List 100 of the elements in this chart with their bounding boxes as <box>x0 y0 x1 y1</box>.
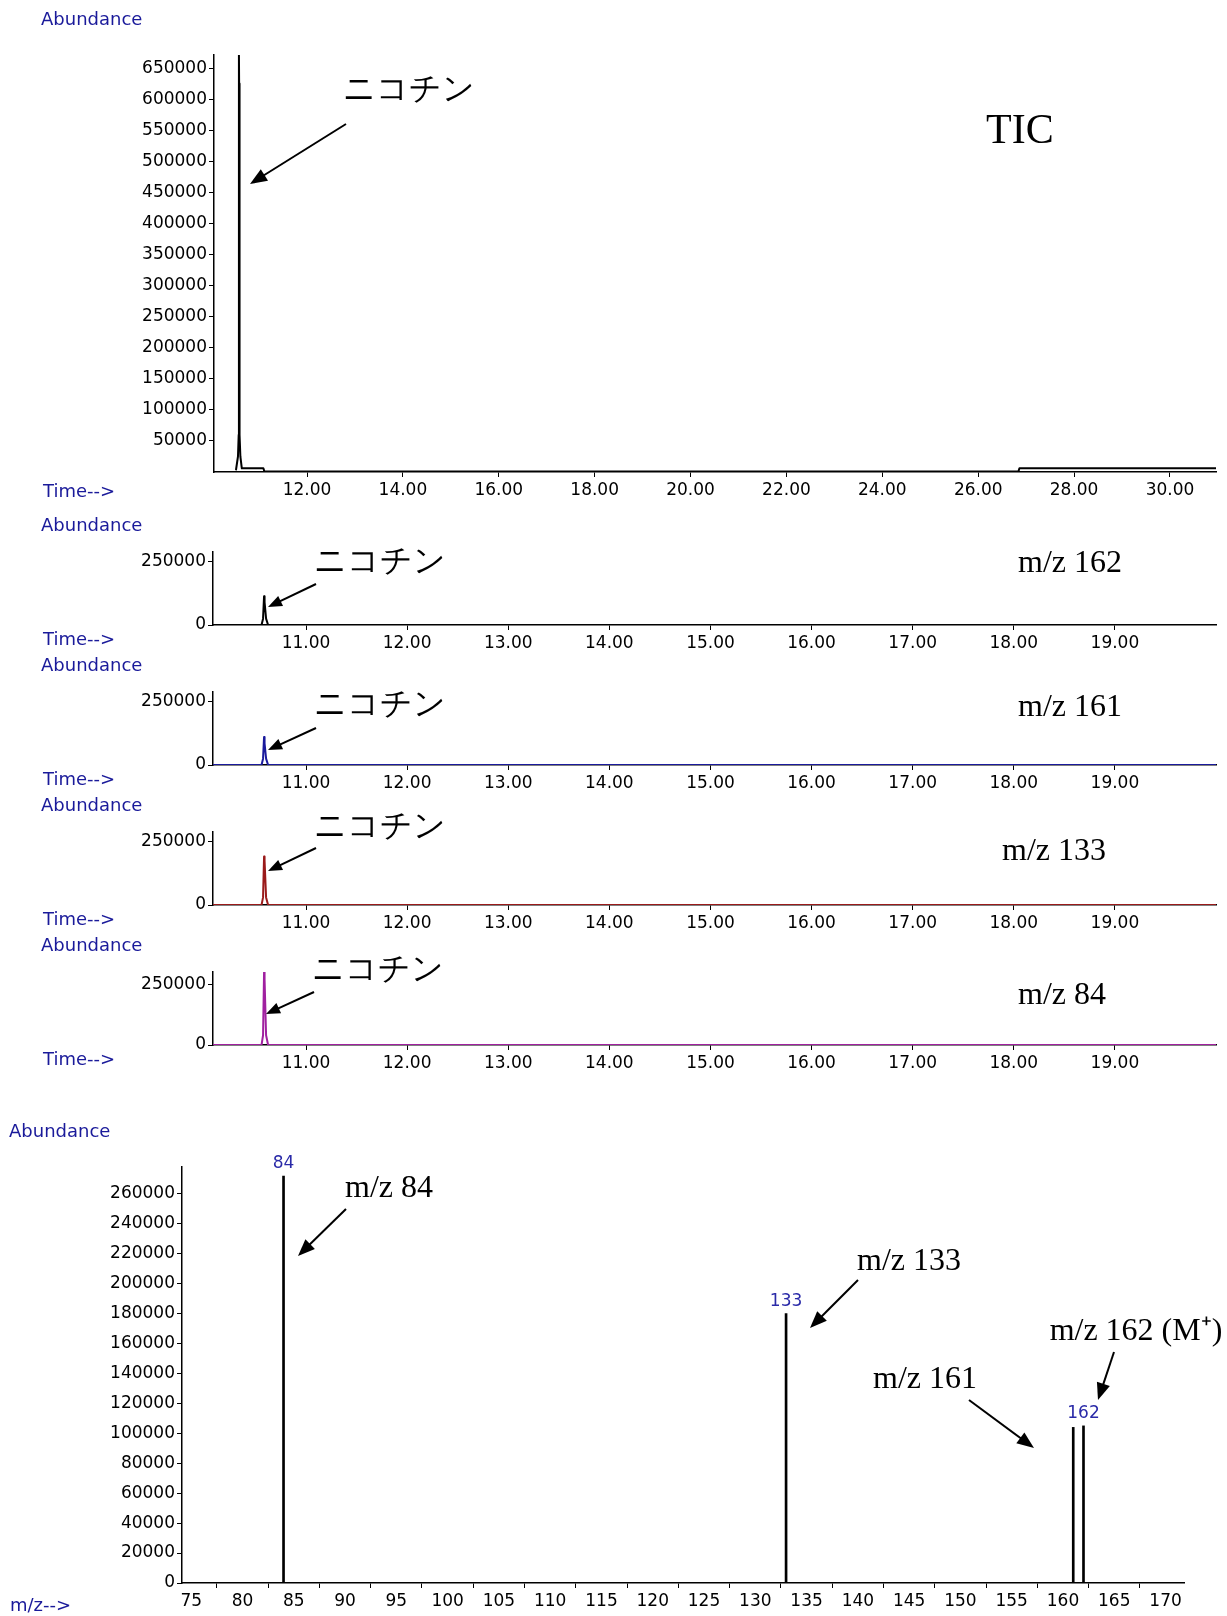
y-tick-label: 200000 <box>110 1272 175 1293</box>
x-tick-label: 15.00 <box>686 911 735 932</box>
x-tick-label: 17.00 <box>888 911 938 932</box>
x-tick-label: 16.00 <box>787 1051 836 1072</box>
x-tick-label: 18.00 <box>989 911 1039 932</box>
x-tick-label: 80 <box>231 1589 254 1610</box>
x-tick-label: 22.00 <box>762 478 811 499</box>
y-axis-title: Abundance <box>41 653 143 675</box>
x-tick-label: 90 <box>334 1589 356 1610</box>
x-tick-label: 26.00 <box>953 478 1003 499</box>
x-tick-label: 17.00 <box>888 631 938 652</box>
y-tick-label: 250000 <box>141 972 206 993</box>
y-tick-label: 20000 <box>120 1541 175 1562</box>
y-tick-label: 60000 <box>120 1481 175 1502</box>
annotation: ニコチン <box>343 70 475 107</box>
y-axis-title: Abundance <box>41 793 143 815</box>
x-tick-label: 130 <box>739 1589 772 1610</box>
x-tick-label: 16.00 <box>787 771 836 792</box>
x-tick-label: 14.00 <box>585 771 634 792</box>
y-tick-label: 350000 <box>142 243 207 264</box>
y-tick-label: 50000 <box>152 429 207 450</box>
x-tick-label: 17.00 <box>888 771 938 792</box>
y-axis-title: Abundance <box>41 513 143 535</box>
y-tick-label: 250000 <box>141 550 206 571</box>
y-tick-label: 250000 <box>141 830 206 851</box>
annotation: ニコチン <box>314 807 446 844</box>
x-tick-label: 85 <box>282 1589 305 1610</box>
x-tick-label: 15.00 <box>686 1051 735 1072</box>
x-tick-label: 12.00 <box>382 631 432 652</box>
y-tick-label: 450000 <box>142 181 207 202</box>
x-tick-label: 19.00 <box>1090 771 1140 792</box>
y-tick-label: 650000 <box>142 57 207 78</box>
x-tick-label: 140 <box>841 1589 875 1610</box>
y-tick-label: 240000 <box>110 1212 175 1233</box>
y-tick-label: 300000 <box>142 274 207 295</box>
x-tick-label: 15.00 <box>686 631 735 652</box>
y-tick-label: 40000 <box>120 1511 175 1532</box>
x-tick-label: 12.00 <box>382 771 432 792</box>
x-tick-label: 115 <box>585 1589 618 1610</box>
y-tick-label: 200000 <box>142 336 207 357</box>
annotation: m/z 133 <box>857 1241 961 1278</box>
y-tick-label: 250000 <box>142 305 207 326</box>
x-tick-label: 145 <box>892 1589 926 1610</box>
y-tick-label: 500000 <box>142 150 207 171</box>
y-axis-title: Abundance <box>9 1119 111 1141</box>
x-tick-label: 95 <box>385 1589 408 1610</box>
x-tick-label: 19.00 <box>1090 631 1140 652</box>
x-tick-label: 13.00 <box>483 771 533 792</box>
text: TIC <box>986 106 1054 153</box>
x-tick-label: 11.00 <box>281 631 331 652</box>
x-tick-label: 135 <box>790 1589 823 1610</box>
y-tick-label: 600000 <box>142 88 207 109</box>
chart-title: m/z 133 <box>1002 831 1106 868</box>
x-tick-label: 150 <box>944 1589 977 1610</box>
x-tick-label: 16.00 <box>787 631 836 652</box>
y-tick-label: 0 <box>195 1033 206 1054</box>
y-tick-label: 100000 <box>142 398 207 419</box>
annotation: m/z 84 <box>345 1168 433 1205</box>
x-tick-label: 75 <box>180 1589 203 1610</box>
x-tick-label: 30.00 <box>1145 478 1195 499</box>
x-tick-label: 14.00 <box>378 478 428 499</box>
x-tick-label: 12.00 <box>382 1051 432 1072</box>
y-tick-label: 0 <box>195 613 206 634</box>
x-tick-label: 12.00 <box>382 911 432 932</box>
y-tick-label: 250000 <box>141 690 206 711</box>
y-tick-label: 100000 <box>110 1421 175 1442</box>
y-axis-title: Abundance <box>41 7 143 29</box>
x-tick-label: 17.00 <box>888 1051 938 1072</box>
x-axis-title: Time--> <box>42 479 116 501</box>
x-tick-label: 110 <box>533 1589 567 1610</box>
x-tick-label: 13.00 <box>483 911 533 932</box>
y-axis-title: Abundance <box>41 933 143 955</box>
x-axis-title: m/z--> <box>10 1593 72 1615</box>
x-tick-label: 18.00 <box>989 771 1039 792</box>
x-tick-label: 18.00 <box>989 1051 1039 1072</box>
x-tick-label: 19.00 <box>1090 911 1140 932</box>
x-tick-label: 100 <box>431 1589 464 1610</box>
x-axis-title: Time--> <box>42 767 116 789</box>
y-tick-label: 140000 <box>110 1361 175 1382</box>
y-tick-label: 180000 <box>110 1302 175 1323</box>
x-tick-label: 19.00 <box>1090 1051 1140 1072</box>
y-tick-label: 80000 <box>120 1451 175 1472</box>
x-tick-label: 14.00 <box>585 911 634 932</box>
x-tick-label: 11.00 <box>281 771 331 792</box>
x-tick-label: 13.00 <box>483 631 533 652</box>
y-tick-label: 120000 <box>110 1391 175 1412</box>
y-tick-label: 0 <box>195 753 206 774</box>
y-tick-label: 260000 <box>110 1182 175 1203</box>
x-tick-label: 20.00 <box>666 478 715 499</box>
x-tick-label: 120 <box>636 1589 669 1610</box>
x-tick-label: 14.00 <box>585 1051 634 1072</box>
y-tick-label: 160000 <box>110 1332 175 1352</box>
x-tick-label: 13.00 <box>483 1051 533 1072</box>
x-axis-title: Time--> <box>42 627 116 649</box>
annotation: ニコチン <box>312 950 444 987</box>
x-tick-label: 165 <box>1098 1589 1131 1610</box>
x-tick-label: 16.00 <box>787 911 836 932</box>
chart-title: m/z 162 <box>1018 543 1122 580</box>
annotation: m/z 162 (M⁺) <box>1049 1311 1223 1348</box>
annotation: m/z 161 <box>873 1359 977 1396</box>
